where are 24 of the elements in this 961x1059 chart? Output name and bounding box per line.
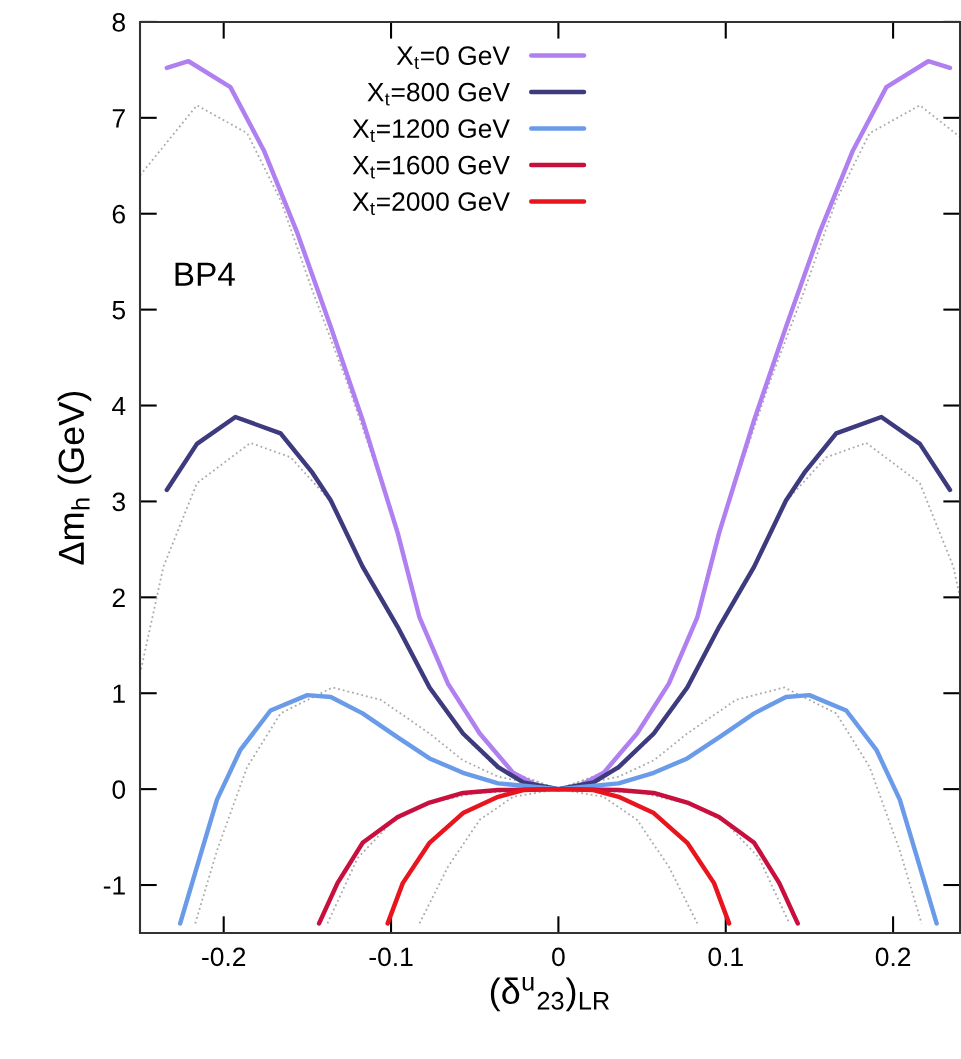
legend-label: X$_{t}$=1600 GeV — [352, 155, 510, 179]
x-tick-label: 0.2 — [875, 947, 911, 967]
x-tick-label: -0.1 — [369, 947, 413, 967]
x-tick-label: 0 — [552, 947, 565, 967]
x-tick-label: -0.2 — [202, 947, 246, 967]
y-axis-title: Δm$_{h}$ (GeV) — [57, 391, 92, 565]
legend-label: X$_{t}$=1200 GeV — [352, 119, 510, 143]
y-tick-label: 3 — [112, 492, 125, 512]
y-tick-label: 5 — [112, 301, 126, 320]
x-tick-label: 0.1 — [708, 947, 743, 967]
legend-label: X$_{t}$=800 GeV — [367, 82, 510, 106]
y-tick-label: 6 — [112, 204, 125, 224]
x-axis-title: (δ$^{u}$$_{23}$)$_{LR}$ — [490, 977, 610, 1012]
legend-label: X$_{t}$=0 GeV — [396, 46, 510, 70]
y-tick-label: 0 — [112, 780, 126, 799]
line-series — [385, 786, 732, 926]
y-tick-label: 4 — [112, 396, 126, 416]
y-tick-label: 2 — [112, 588, 125, 607]
y-tick-label: -1 — [103, 876, 125, 895]
y-tick-label: 8 — [112, 13, 125, 32]
legend-label: X$_{t}$=2000 GeV — [352, 192, 510, 215]
y-tick-label: 1 — [113, 684, 125, 703]
annotation: BP4 — [175, 262, 235, 286]
y-tick-label: 7 — [112, 109, 125, 128]
